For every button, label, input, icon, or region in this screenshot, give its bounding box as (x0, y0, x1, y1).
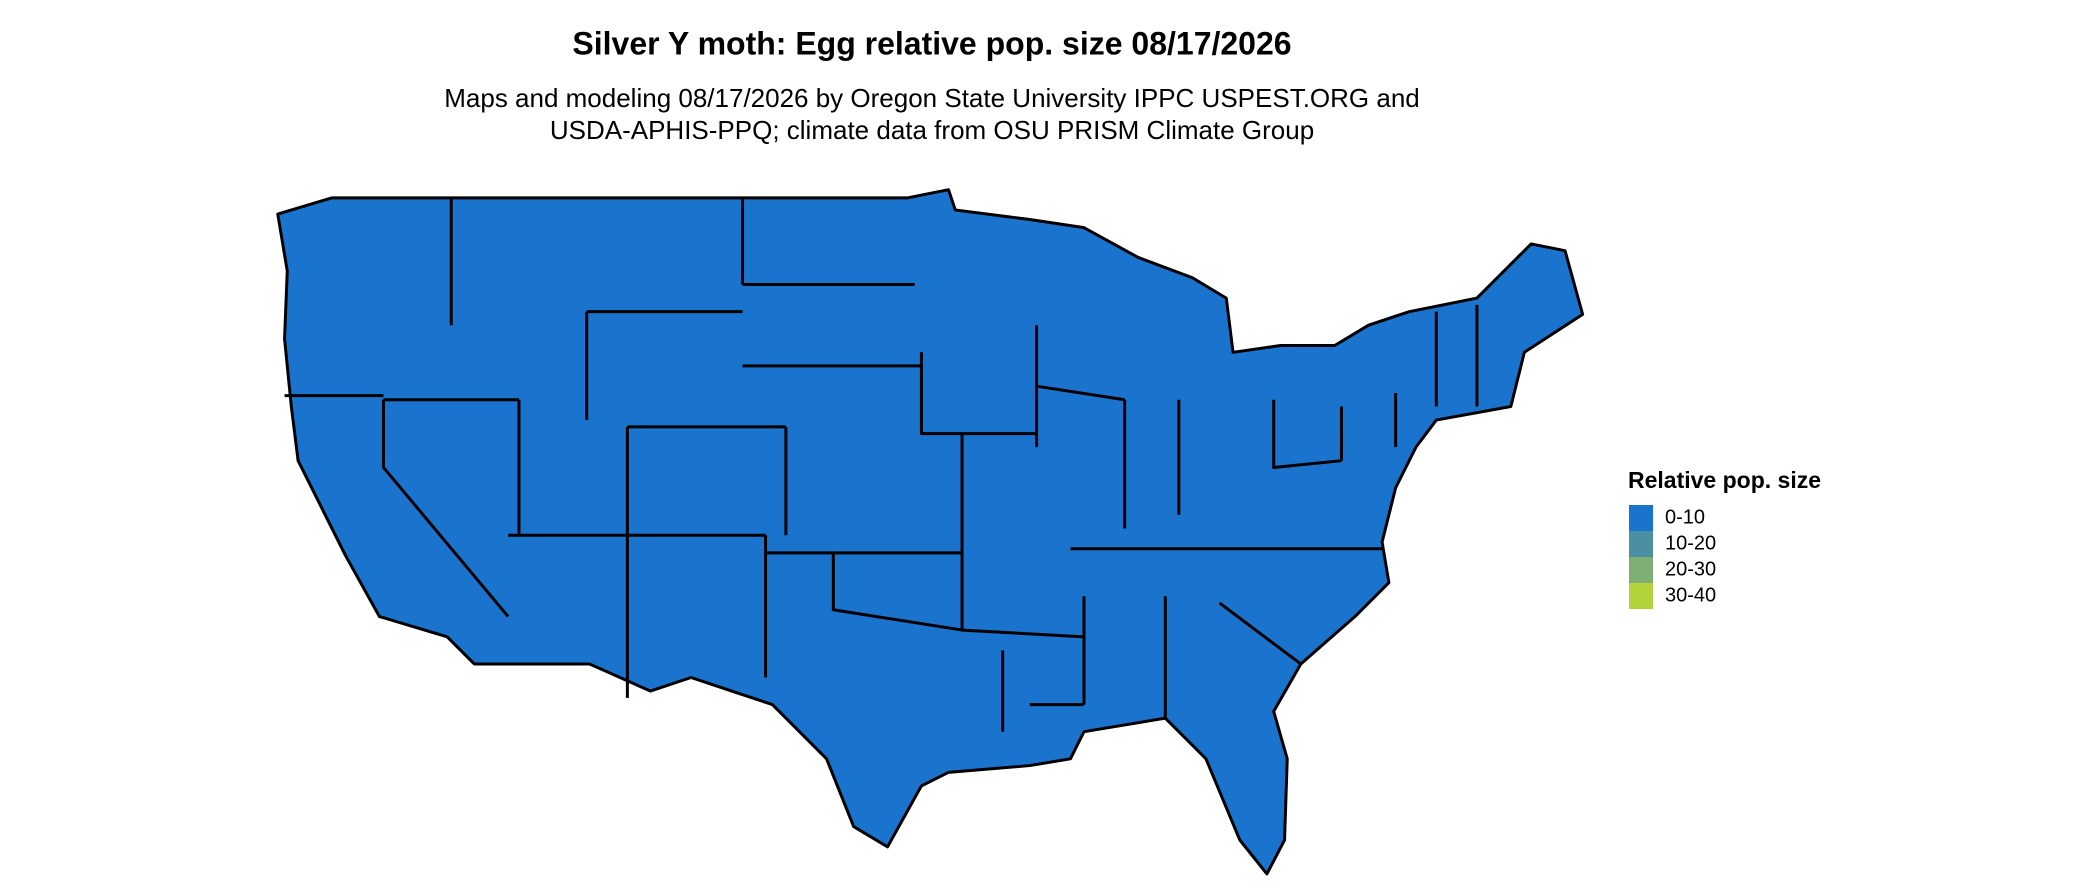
legend: 0-10 10-20 20-30 30-40 (1629, 505, 1716, 609)
legend-swatch (1629, 557, 1653, 583)
subtitle-line: USDA-APHIS-PPQ; climate data from OSU PR… (550, 115, 1314, 145)
map (276, 188, 1585, 876)
legend-swatch (1629, 505, 1653, 531)
legend-title: Relative pop. size (1628, 467, 1821, 493)
legend-swatch (1629, 531, 1653, 557)
legend-label: 20-30 (1665, 558, 1716, 580)
map-title: Silver Y moth: Egg relative pop. size 08… (572, 25, 1291, 61)
subtitle-line: Maps and modeling 08/17/2026 by Oregon S… (444, 83, 1420, 113)
legend-label: 10-20 (1665, 532, 1716, 554)
legend-label: 30-40 (1665, 584, 1716, 606)
legend-label: 0-10 (1665, 506, 1705, 528)
legend-swatch (1629, 583, 1653, 609)
